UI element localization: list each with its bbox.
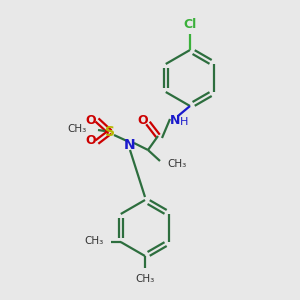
Text: H: H	[180, 117, 188, 127]
Text: S: S	[105, 125, 115, 139]
Text: CH₃: CH₃	[135, 274, 154, 284]
Text: O: O	[138, 113, 148, 127]
Text: O: O	[86, 115, 96, 128]
Text: Cl: Cl	[183, 18, 196, 31]
Text: N: N	[124, 138, 136, 152]
Text: N: N	[170, 115, 180, 128]
Text: O: O	[86, 134, 96, 148]
Text: CH₃: CH₃	[85, 236, 104, 246]
Text: CH₃: CH₃	[167, 159, 186, 169]
Text: CH₃: CH₃	[68, 124, 87, 134]
